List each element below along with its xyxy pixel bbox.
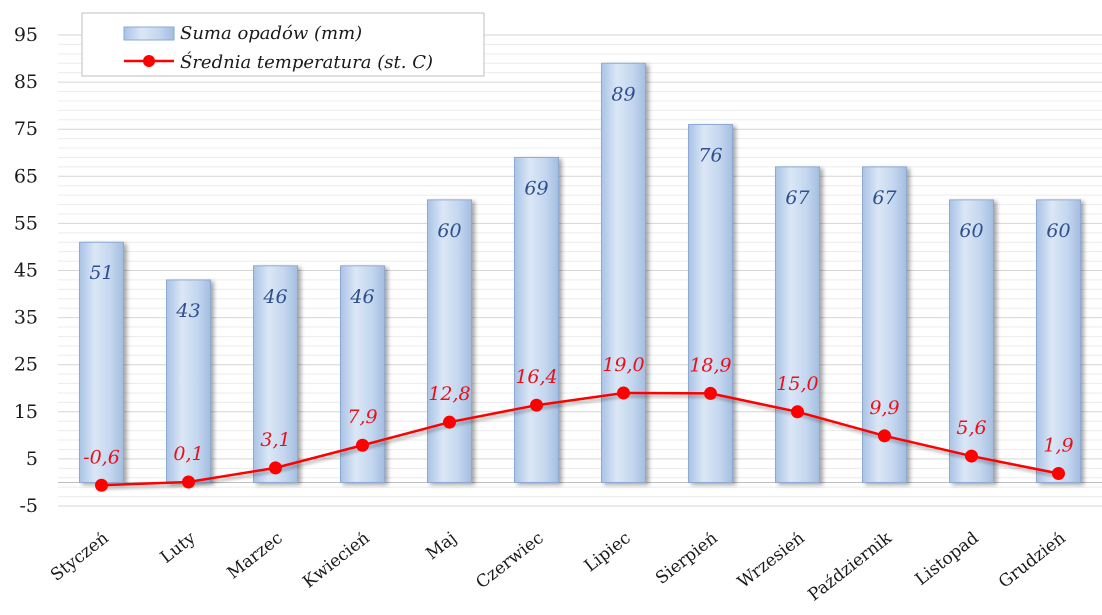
bar bbox=[601, 62, 646, 483]
bar-series bbox=[79, 62, 1081, 483]
temperature-marker bbox=[965, 449, 978, 463]
bar-value-label: 60 bbox=[437, 220, 461, 242]
bar bbox=[253, 265, 298, 483]
bar-value-label: 46 bbox=[262, 286, 287, 308]
x-tick-label: Czerwiec bbox=[472, 528, 547, 593]
temperature-value-label: 5,6 bbox=[956, 417, 986, 439]
line-data-labels: -0,6 0,1 3,1 7,9 12,8 16,4 19,0 18,9 15,0 9,9 5,6 1… bbox=[83, 354, 1073, 468]
bar-value-label: 51 bbox=[89, 262, 113, 284]
legend-box bbox=[81, 12, 485, 77]
x-tick-label: Marzec bbox=[224, 528, 287, 583]
x-tick-label: Styczeń bbox=[47, 528, 113, 585]
temperature-marker bbox=[356, 438, 369, 452]
y-tick-label: 55 bbox=[14, 212, 38, 234]
bar-value-label: 43 bbox=[175, 300, 200, 322]
x-tick-label: Kwiecień bbox=[299, 528, 373, 592]
x-tick-label: Grudzień bbox=[995, 528, 1070, 592]
bar-data-labels: 51 43 46 46 60 69 89 76 67 67 60 60 bbox=[89, 83, 1070, 322]
y-tick-label: 45 bbox=[14, 260, 38, 282]
y-tick-label: 5 bbox=[26, 448, 38, 470]
temperature-marker bbox=[878, 429, 891, 443]
temperature-value-label: 15,0 bbox=[776, 373, 818, 395]
temperature-line bbox=[101, 391, 1059, 487]
bar-value-label: 67 bbox=[785, 187, 810, 209]
bar-value-label: 89 bbox=[611, 83, 635, 105]
legend-line-marker bbox=[143, 55, 155, 67]
y-tick-label: 25 bbox=[14, 354, 38, 376]
bar bbox=[427, 199, 472, 483]
bar bbox=[688, 123, 733, 483]
bar-value-label: 69 bbox=[524, 177, 548, 199]
legend: Suma opadów (mm) Średnia temperatura (st… bbox=[81, 12, 485, 77]
x-axis-ticks: Styczeń Luty Marzec Kwiecień Maj Czerwiec Lipi… bbox=[47, 528, 1070, 606]
temperature-value-label: 1,9 bbox=[1043, 435, 1073, 457]
bar bbox=[949, 199, 994, 483]
bar-value-label: 60 bbox=[1046, 220, 1070, 242]
x-tick-label: Październik bbox=[805, 528, 897, 606]
y-tick-label: 15 bbox=[14, 401, 38, 423]
temperature-value-label: 9,9 bbox=[869, 397, 899, 419]
temperature-marker bbox=[95, 478, 108, 492]
bar bbox=[79, 241, 124, 483]
legend-line-label: Średnia temperatura (st. C) bbox=[180, 50, 433, 73]
temperature-marker bbox=[704, 386, 717, 400]
temperature-value-label: 7,9 bbox=[347, 406, 377, 428]
x-tick-label: Luty bbox=[157, 528, 200, 568]
temperature-value-label: -0,6 bbox=[83, 446, 120, 468]
y-tick-label: 75 bbox=[14, 118, 38, 140]
temperature-value-label: 0,1 bbox=[173, 443, 203, 465]
temperature-value-label: 19,0 bbox=[602, 354, 644, 376]
bar-value-label: 67 bbox=[872, 187, 897, 209]
temperature-marker bbox=[182, 475, 195, 489]
y-tick-label: -5 bbox=[19, 495, 38, 517]
temperature-marker bbox=[269, 461, 282, 475]
temperature-value-label: 3,1 bbox=[260, 429, 290, 451]
bar-value-label: 60 bbox=[959, 220, 983, 242]
bar bbox=[775, 166, 820, 483]
bar bbox=[166, 279, 211, 483]
y-tick-label: 35 bbox=[14, 307, 38, 329]
y-tick-label: 95 bbox=[14, 24, 38, 46]
y-tick-label: 85 bbox=[14, 71, 38, 93]
temperature-marker bbox=[617, 386, 630, 400]
temperature-value-label: 12,8 bbox=[428, 383, 470, 405]
temperature-marker bbox=[530, 398, 543, 412]
temperature-marker bbox=[791, 405, 804, 419]
temperature-marker bbox=[1052, 467, 1065, 481]
x-tick-label: Listopad bbox=[912, 528, 983, 590]
bar-value-label: 76 bbox=[698, 144, 722, 166]
bar bbox=[514, 156, 559, 483]
bar-value-label: 46 bbox=[349, 286, 374, 308]
bar bbox=[1036, 199, 1081, 483]
y-axis-ticks: 95 85 75 65 55 45 35 25 15 5 -5 bbox=[14, 24, 38, 517]
temperature-marker bbox=[443, 415, 456, 429]
temperature-value-label: 18,9 bbox=[689, 354, 731, 376]
gridlines bbox=[58, 34, 1102, 507]
legend-bar-swatch bbox=[123, 26, 175, 41]
legend-bar-label: Suma opadów (mm) bbox=[180, 23, 362, 44]
temperature-value-label: 16,4 bbox=[515, 366, 557, 388]
x-tick-label: Wrzesień bbox=[734, 528, 809, 592]
x-tick-label: Lipiec bbox=[581, 528, 635, 576]
x-tick-label: Maj bbox=[422, 528, 460, 564]
line-series bbox=[95, 386, 1065, 492]
x-tick-label: Sierpień bbox=[652, 528, 722, 588]
y-tick-label: 65 bbox=[14, 165, 38, 187]
